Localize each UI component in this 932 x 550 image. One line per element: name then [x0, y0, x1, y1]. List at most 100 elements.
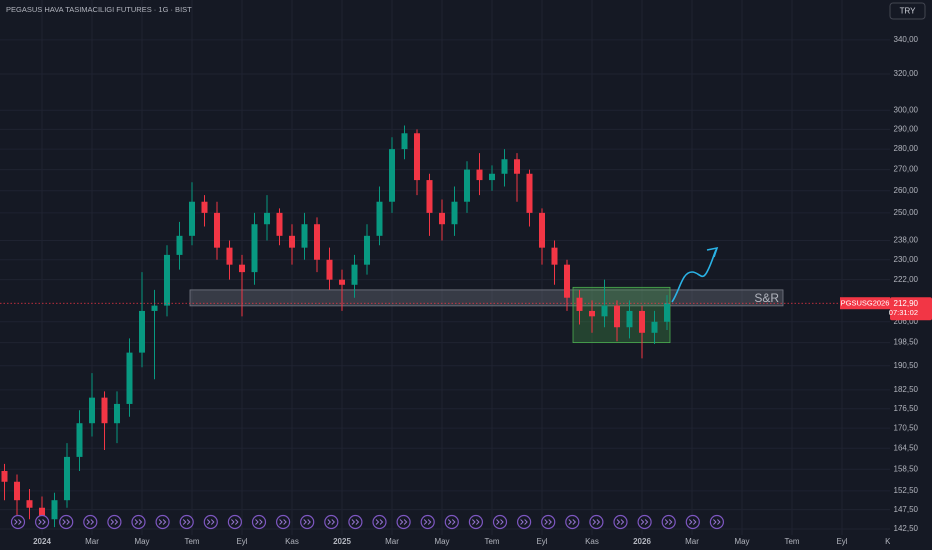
candle-body	[451, 201, 458, 225]
candle-body	[214, 212, 220, 248]
projection-arrow	[671, 249, 717, 303]
event-icon-glyph	[496, 519, 504, 525]
candle-body	[51, 500, 58, 520]
candle-body	[264, 212, 270, 225]
y-tick-label: 176,50	[894, 404, 919, 413]
event-icon-glyph	[279, 519, 287, 525]
event-icon	[444, 514, 459, 530]
event-icon-glyph	[472, 519, 480, 525]
x-tick-label: Mar	[685, 537, 699, 546]
candle-body	[551, 247, 558, 265]
candle-body	[651, 321, 658, 333]
candle-body	[464, 169, 470, 202]
candle-body	[576, 297, 583, 311]
zones: S&R	[189, 286, 784, 344]
event-icon	[372, 514, 387, 530]
event-icon	[492, 514, 508, 530]
event-icon-glyph	[351, 519, 360, 525]
candle-body	[139, 310, 145, 353]
x-tick-label: May	[134, 537, 149, 546]
event-icon	[107, 514, 122, 530]
y-tick-label: 182,50	[894, 385, 919, 394]
event-icon-glyph	[520, 519, 528, 525]
zone	[572, 286, 671, 344]
y-tick-label: 190,50	[894, 361, 919, 370]
candle-body	[601, 305, 608, 317]
event-icon	[348, 514, 363, 530]
event-icon-glyph	[62, 519, 70, 525]
x-tick-label: 2025	[333, 537, 351, 546]
event-icon	[685, 514, 700, 530]
event-icon	[324, 514, 339, 530]
price-tag	[890, 297, 932, 321]
x-tick-label: Eyl	[536, 537, 547, 546]
event-icon-glyph	[14, 519, 22, 525]
event-icon	[565, 514, 580, 530]
candle-body	[64, 456, 70, 501]
event-icon-glyph	[206, 519, 215, 525]
price-axis-panel	[890, 0, 932, 550]
event-icon-glyph	[38, 519, 46, 525]
event-icon-glyph	[592, 519, 601, 525]
candle-body	[664, 303, 670, 322]
candle-body	[476, 169, 483, 181]
y-tick-label: 206,00	[894, 317, 919, 326]
chart-title: PEGASUS HAVA TASIMACILIGI FUTURES · 1G ·…	[6, 5, 192, 14]
event-icon	[34, 514, 50, 530]
currency-label[interactable]: TRY	[900, 7, 917, 16]
event-icon	[613, 514, 628, 530]
event-icon-glyph	[231, 519, 239, 525]
event-icons	[10, 514, 725, 530]
event-icon-glyph	[399, 519, 408, 525]
x-tick-label: Mar	[385, 537, 399, 546]
candle-body	[226, 247, 233, 265]
x-tick-label: Kas	[285, 537, 299, 546]
candle-body	[126, 352, 133, 404]
event-icon	[251, 514, 267, 530]
event-icon-glyph	[713, 519, 721, 525]
event-icon	[396, 514, 411, 530]
x-tick-label: Tem	[184, 537, 199, 546]
candle-body	[301, 224, 308, 248]
y-tick-label: 142,50	[894, 524, 919, 533]
candle-body	[526, 173, 533, 213]
candle-body	[614, 305, 620, 328]
candle-body	[414, 133, 420, 181]
candle-body	[76, 423, 83, 457]
event-icon	[541, 514, 556, 530]
event-icon	[276, 514, 291, 530]
candle-body	[426, 180, 433, 213]
candle-body	[89, 397, 95, 424]
event-icon-glyph	[303, 519, 311, 525]
x-tick-label: Tem	[784, 537, 799, 546]
x-tick-label: Eyl	[836, 537, 847, 546]
candle-body	[289, 235, 295, 248]
candle-body	[326, 259, 333, 280]
y-tick-label: 238,00	[894, 236, 919, 245]
candle-body	[101, 397, 108, 424]
event-icon-glyph	[640, 519, 649, 525]
event-icon-glyph	[134, 519, 143, 525]
candle-body	[164, 254, 170, 306]
y-tick-label: 340,00	[894, 35, 919, 44]
currency-button[interactable]	[889, 2, 926, 20]
y-tick-label: 270,00	[894, 165, 919, 174]
candle-body	[514, 159, 520, 174]
candle-body	[26, 500, 33, 508]
candle-body	[251, 224, 258, 273]
candle-body	[39, 507, 45, 520]
event-icon-glyph	[86, 519, 95, 525]
event-icon-glyph	[616, 519, 625, 525]
zone	[189, 289, 784, 307]
candle-body	[201, 201, 208, 213]
countdown-label: 07:31:02	[889, 308, 918, 317]
candle-body	[589, 310, 595, 317]
event-icon-glyph	[568, 519, 577, 525]
zone-label: S&R	[754, 291, 779, 305]
y-tick-label: 158,50	[894, 464, 919, 473]
grid	[0, 0, 893, 535]
candle-body	[389, 149, 395, 202]
